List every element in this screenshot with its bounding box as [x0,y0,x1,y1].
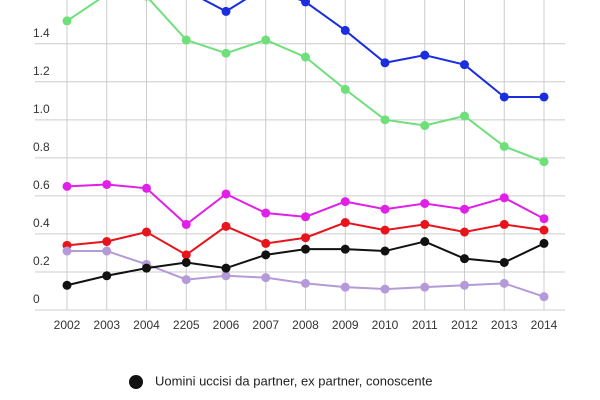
data-point [142,227,151,237]
data-point [380,115,390,125]
data-point [181,35,191,45]
data-point [460,111,469,121]
data-point [340,197,350,207]
data-point [181,257,191,267]
data-point [539,92,549,102]
data-point [144,0,149,1]
x-tick-label: 2007 [252,318,279,332]
data-point [340,282,350,292]
data-point [460,254,469,264]
x-tick-label: 2012 [451,318,478,332]
data-point [181,219,191,229]
data-point [142,183,151,193]
data-point [301,244,310,254]
data-point [62,246,72,256]
data-point [261,35,271,45]
data-point [420,121,430,131]
data-point [539,292,549,302]
data-point [460,227,469,237]
y-tick-label: 0.6 [33,178,50,192]
data-point [102,237,112,247]
series-line [202,0,544,98]
data-point [340,84,350,94]
data-point [102,179,112,189]
data-point [221,48,231,58]
data-point [420,219,430,229]
data-point [221,271,231,281]
data-point [539,214,549,224]
data-point [499,278,509,288]
data-point [62,280,72,290]
data-point [380,284,390,294]
data-point [261,273,271,283]
data-point [181,250,191,260]
data-point [340,244,350,254]
data-point [499,219,509,229]
y-tick-label: 0.8 [33,140,50,154]
labels: 0 0.2 0.4 0.6 0.8 1.0 1.2 1.4 2002 2003 2004 2205 20… [33,26,558,389]
plot-area [62,0,549,302]
x-tick-label: 2011 [412,318,438,332]
data-point [340,218,350,228]
data-point [142,263,151,273]
y-tick-label: 1.0 [33,102,50,116]
data-point [181,275,191,285]
x-tick-label: 2013 [491,318,518,332]
data-point [221,221,231,231]
x-tick-label: 2004 [133,318,160,332]
grid [35,0,565,311]
x-tick-label: 2008 [292,318,319,332]
data-point [460,280,469,290]
data-point [221,6,231,16]
x-tick-label: 2003 [93,318,120,332]
legend-marker [129,375,143,389]
data-point [380,58,390,68]
x-tick-label: 2205 [173,318,200,332]
data-point [301,278,310,288]
data-point [221,189,231,199]
data-point [340,25,350,35]
data-point [460,204,469,214]
data-point [221,263,231,273]
data-point [539,157,549,167]
data-point [499,92,509,102]
data-point [301,233,310,243]
data-point [539,225,549,235]
x-tick-label: 2014 [531,318,558,332]
legend-label: Uomini uccisi da partner, ex partner, co… [155,373,432,388]
data-point [499,141,509,151]
data-point [301,52,310,62]
data-point [539,238,549,248]
data-point [301,0,310,7]
x-tick-label: 2002 [54,318,81,332]
data-point [420,282,430,292]
y-tick-label: 1.2 [33,64,50,78]
y-tick-label: 1.4 [33,26,50,40]
y-tick-label: 0 [33,292,40,306]
x-tick-label: 2009 [332,318,359,332]
y-tick-label: 0.4 [33,216,50,230]
data-point [301,212,310,222]
y-tick-label: 0.2 [33,254,50,268]
data-point [62,181,72,191]
data-point [261,238,271,248]
data-point [460,60,469,70]
data-point [380,246,390,256]
data-point [261,208,271,218]
data-point [102,271,112,281]
data-point [420,50,430,60]
x-tick-label: 2006 [213,318,240,332]
data-point [420,237,430,247]
data-point [499,257,509,267]
data-point [102,246,112,256]
data-point [62,16,72,26]
data-point [380,225,390,235]
data-point [261,250,271,260]
x-tick-label: 2010 [372,318,399,332]
data-point [420,198,430,208]
data-point [380,204,390,214]
data-point [499,193,509,203]
